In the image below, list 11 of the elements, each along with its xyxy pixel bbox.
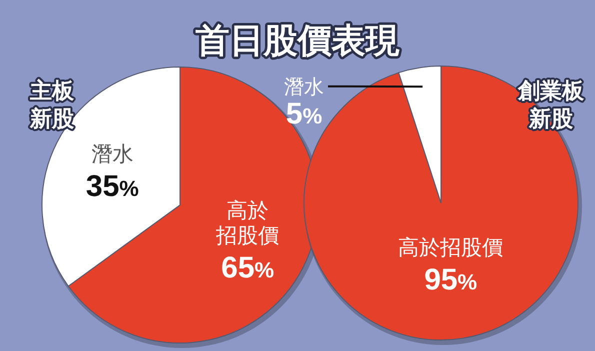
text: 主板新股 <box>29 78 75 131</box>
text: 創業板新股 <box>517 78 585 131</box>
slice-label: 高於招股價 <box>398 236 504 260</box>
data-label: 35% <box>86 170 139 204</box>
slice-label: 高於招股價 <box>215 199 280 248</box>
chart-title: 首日股價表現 <box>196 22 400 60</box>
data-label: 65% <box>221 251 274 284</box>
slice-label: 潛水 <box>91 143 134 166</box>
slice-label: 潛水 <box>284 76 324 98</box>
data-label: 5% <box>286 97 322 130</box>
data-label: 95% <box>424 263 478 296</box>
